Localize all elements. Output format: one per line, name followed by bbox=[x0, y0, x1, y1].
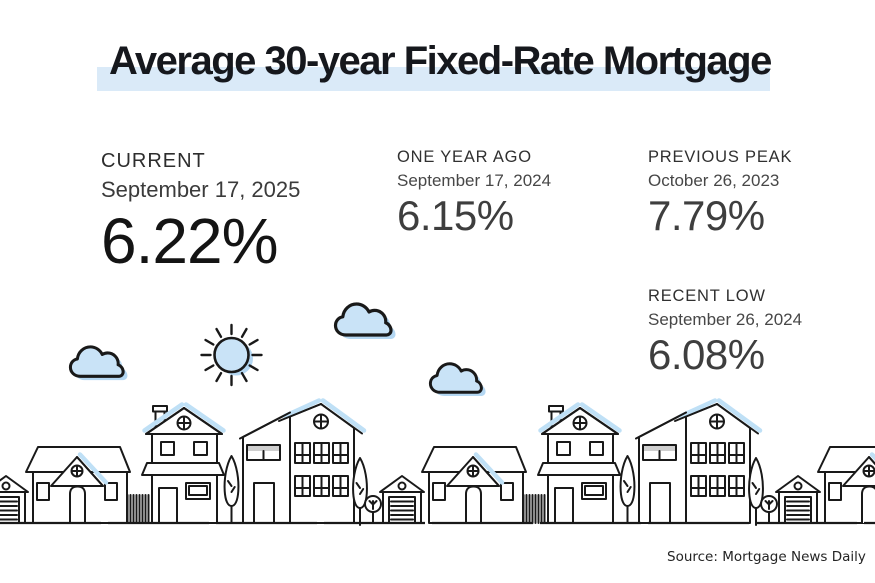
stat-recent-low: RECENT LOW September 26, 2024 6.08% bbox=[648, 287, 803, 378]
stat-label: RECENT LOW bbox=[648, 287, 766, 305]
stat-label: CURRENT bbox=[101, 150, 206, 172]
houses-row-tile bbox=[26, 401, 424, 526]
cloud-icon bbox=[333, 302, 396, 339]
stat-value: 6.15% bbox=[397, 191, 514, 239]
title-highlight-band bbox=[97, 67, 770, 91]
stat-date: September 17, 2024 bbox=[397, 170, 552, 190]
stat-value: 6.22% bbox=[101, 205, 278, 277]
houses-row-tile bbox=[0, 401, 28, 526]
stat-label: ONE YEAR AGO bbox=[397, 148, 532, 166]
houses-row-tile bbox=[422, 401, 820, 526]
cloud-icon bbox=[68, 345, 128, 381]
stat-label: PREVIOUS PEAK bbox=[648, 148, 793, 166]
cloud-icon bbox=[428, 362, 486, 396]
stat-date: October 26, 2023 bbox=[648, 170, 780, 190]
stat-one-year-ago: ONE YEAR AGO September 17, 2024 6.15% bbox=[397, 148, 552, 239]
neighborhood-illustration bbox=[0, 302, 875, 540]
houses-row-tile bbox=[818, 401, 875, 526]
stat-value: 7.79% bbox=[648, 191, 765, 239]
stat-previous-peak: PREVIOUS PEAK October 26, 2023 7.79% bbox=[648, 148, 793, 239]
sun-icon bbox=[200, 323, 263, 387]
stat-date: September 17, 2025 bbox=[101, 177, 301, 202]
stat-current: CURRENT September 17, 2025 6.22% bbox=[101, 150, 301, 277]
stat-value: 6.08% bbox=[648, 330, 765, 378]
stat-date: September 26, 2024 bbox=[648, 309, 803, 329]
source-credit: Source: Mortgage News Daily bbox=[667, 549, 866, 565]
page-title: Average 30-year Fixed-Rate Mortgage bbox=[109, 39, 772, 83]
